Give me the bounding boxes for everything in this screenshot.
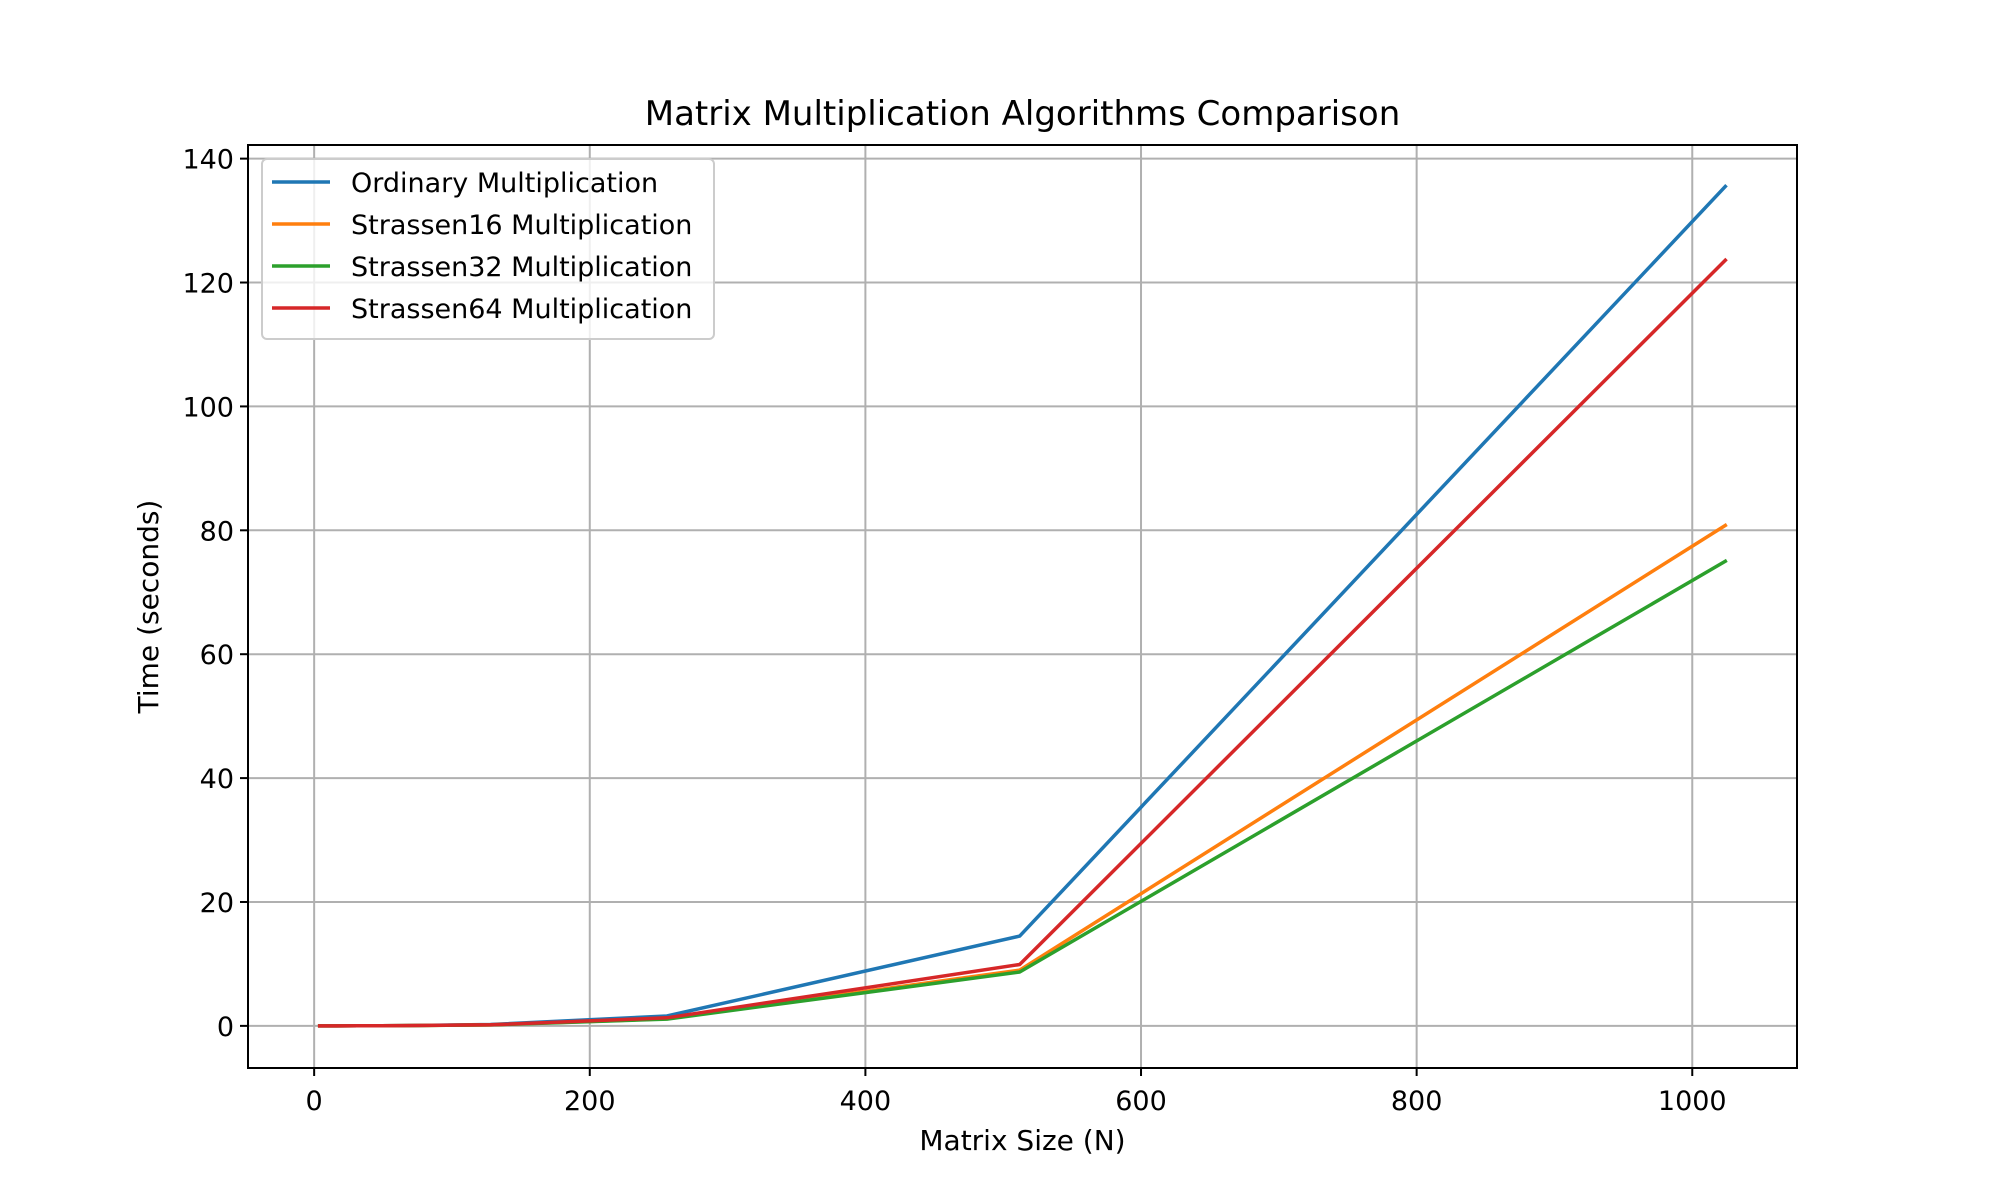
- chart-title: Matrix Multiplication Algorithms Compari…: [645, 94, 1401, 134]
- x-axis-label: Matrix Size (N): [919, 1124, 1125, 1157]
- series-line-4: [317, 257, 1728, 1028]
- plot-lines: [317, 184, 1728, 1028]
- x-tick-label: 1000: [1658, 1086, 1727, 1117]
- y-tick-label: 20: [200, 888, 234, 919]
- y-tick-label: 100: [182, 392, 234, 423]
- legend-label: Strassen64 Multiplication: [351, 294, 692, 325]
- legend-label: Ordinary Multiplication: [351, 168, 658, 199]
- y-tick-label: 140: [182, 145, 234, 176]
- x-tick-label: 600: [1115, 1086, 1167, 1117]
- y-tick-label: 40: [200, 764, 234, 795]
- legend-label: Strassen32 Multiplication: [351, 252, 692, 283]
- y-tick-label: 60: [200, 640, 234, 671]
- y-tick-label: 120: [182, 269, 234, 300]
- axis-ticks: 0 200 400 600 800 1000 0 20 40 60 80 100 120 140: [182, 145, 1726, 1117]
- plot-frame: [247, 144, 1798, 1069]
- x-tick-label: 200: [564, 1086, 616, 1117]
- x-tick-label: 0: [306, 1086, 323, 1117]
- legend-box: [261, 158, 715, 340]
- y-tick-label: 0: [217, 1012, 234, 1043]
- legend: Ordinary Multiplication Strassen16 Multip…: [261, 158, 715, 340]
- x-tick-label: 800: [1391, 1086, 1443, 1117]
- grid: [248, 145, 1797, 1068]
- legend-label: Strassen16 Multiplication: [351, 210, 692, 241]
- x-tick-label: 400: [840, 1086, 892, 1117]
- y-axis-label: Time (seconds): [132, 500, 165, 715]
- y-tick-label: 80: [200, 516, 234, 547]
